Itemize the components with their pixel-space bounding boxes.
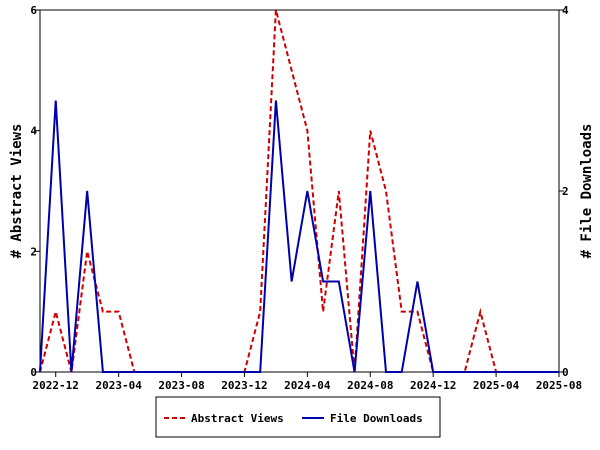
x-tick-label: 2022-12 xyxy=(33,379,79,392)
plot-area xyxy=(39,9,560,373)
x-tick-label: 2025-08 xyxy=(536,379,582,392)
x-tick-label: 2023-12 xyxy=(221,379,267,392)
legend-label-abstract-views: Abstract Views xyxy=(191,412,284,425)
y-left-tick-label: 6 xyxy=(30,4,37,17)
x-tick-label: 2024-12 xyxy=(410,379,456,392)
x-tick-label: 2025-04 xyxy=(473,379,520,392)
y-right-tick-label: 4 xyxy=(562,4,569,17)
series-line-abstract-views xyxy=(39,9,559,373)
y-right-axis-title: # File Downloads xyxy=(579,124,595,259)
legend-label-file-downloads: File Downloads xyxy=(330,412,423,425)
y-left-tick-label: 4 xyxy=(30,125,37,138)
y-right-tick-label: 2 xyxy=(562,185,569,198)
y-right-tick-label: 0 xyxy=(562,366,569,379)
x-tick-label: 2023-08 xyxy=(158,379,204,392)
legend: Abstract Views File Downloads xyxy=(155,396,441,438)
y-left-axis-title: # Abstract Views xyxy=(9,124,25,259)
y-left-tick-label: 0 xyxy=(30,366,37,379)
x-tick-label: 2023-04 xyxy=(95,379,142,392)
legend-box xyxy=(155,396,441,438)
x-tick-label: 2024-08 xyxy=(347,379,393,392)
x-tick-label: 2024-04 xyxy=(284,379,331,392)
series-line-file-downloads xyxy=(39,100,559,373)
y-left-tick-label: 2 xyxy=(30,245,37,258)
